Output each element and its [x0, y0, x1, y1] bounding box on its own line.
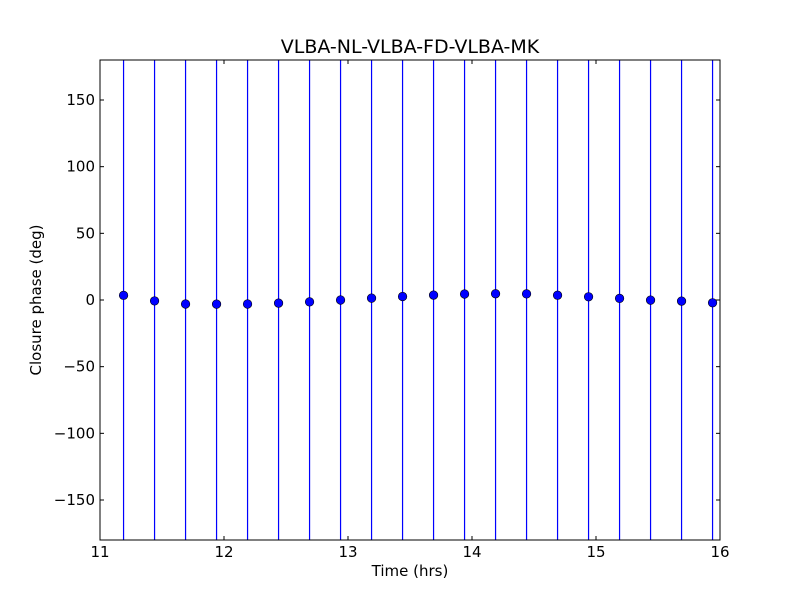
data-point	[211, 299, 222, 309]
chart-title: VLBA-NL-VLBA-FD-VLBA-MK	[281, 36, 540, 58]
x-axis-label: Time (hrs)	[371, 562, 449, 580]
plot-frame	[99, 59, 721, 541]
data-point	[242, 299, 253, 309]
y-tick-label: −150	[54, 491, 95, 509]
data-point	[397, 291, 408, 302]
y-tick-label: −100	[54, 424, 95, 442]
point-group	[118, 289, 718, 309]
data-point	[118, 290, 129, 300]
errorbar-group	[122, 60, 714, 540]
data-point	[707, 298, 718, 308]
data-point	[335, 295, 346, 305]
data-point	[273, 298, 284, 308]
data-point	[490, 289, 501, 299]
data-point	[459, 289, 470, 299]
y-tick-label: 150	[66, 91, 95, 109]
y-axis: −150 −100 −50 0 50 100 150	[54, 91, 720, 509]
x-tick-label: 13	[338, 543, 357, 561]
data-point	[304, 297, 315, 307]
y-tick-label: 50	[76, 224, 95, 242]
data-point	[676, 296, 687, 306]
y-tick-label: 0	[85, 291, 95, 309]
data-point	[149, 296, 160, 306]
data-point	[614, 293, 625, 304]
data-point	[428, 290, 439, 300]
data-point	[645, 295, 656, 305]
x-axis: 11 12 13 14 15 16	[90, 60, 730, 561]
x-tick-label: 12	[214, 543, 233, 561]
x-tick-label: 16	[710, 543, 729, 561]
y-axis-label: Closure phase (deg)	[27, 225, 45, 376]
x-tick-label: 14	[462, 543, 481, 561]
data-point	[583, 292, 594, 302]
y-tick-label: 100	[66, 158, 95, 176]
data-point	[521, 289, 532, 299]
data-point	[180, 299, 191, 309]
x-tick-label: 11	[90, 543, 109, 561]
y-tick-label: −50	[63, 358, 95, 376]
data-point	[552, 290, 563, 300]
x-tick-label: 15	[586, 543, 605, 561]
data-point	[366, 293, 377, 303]
